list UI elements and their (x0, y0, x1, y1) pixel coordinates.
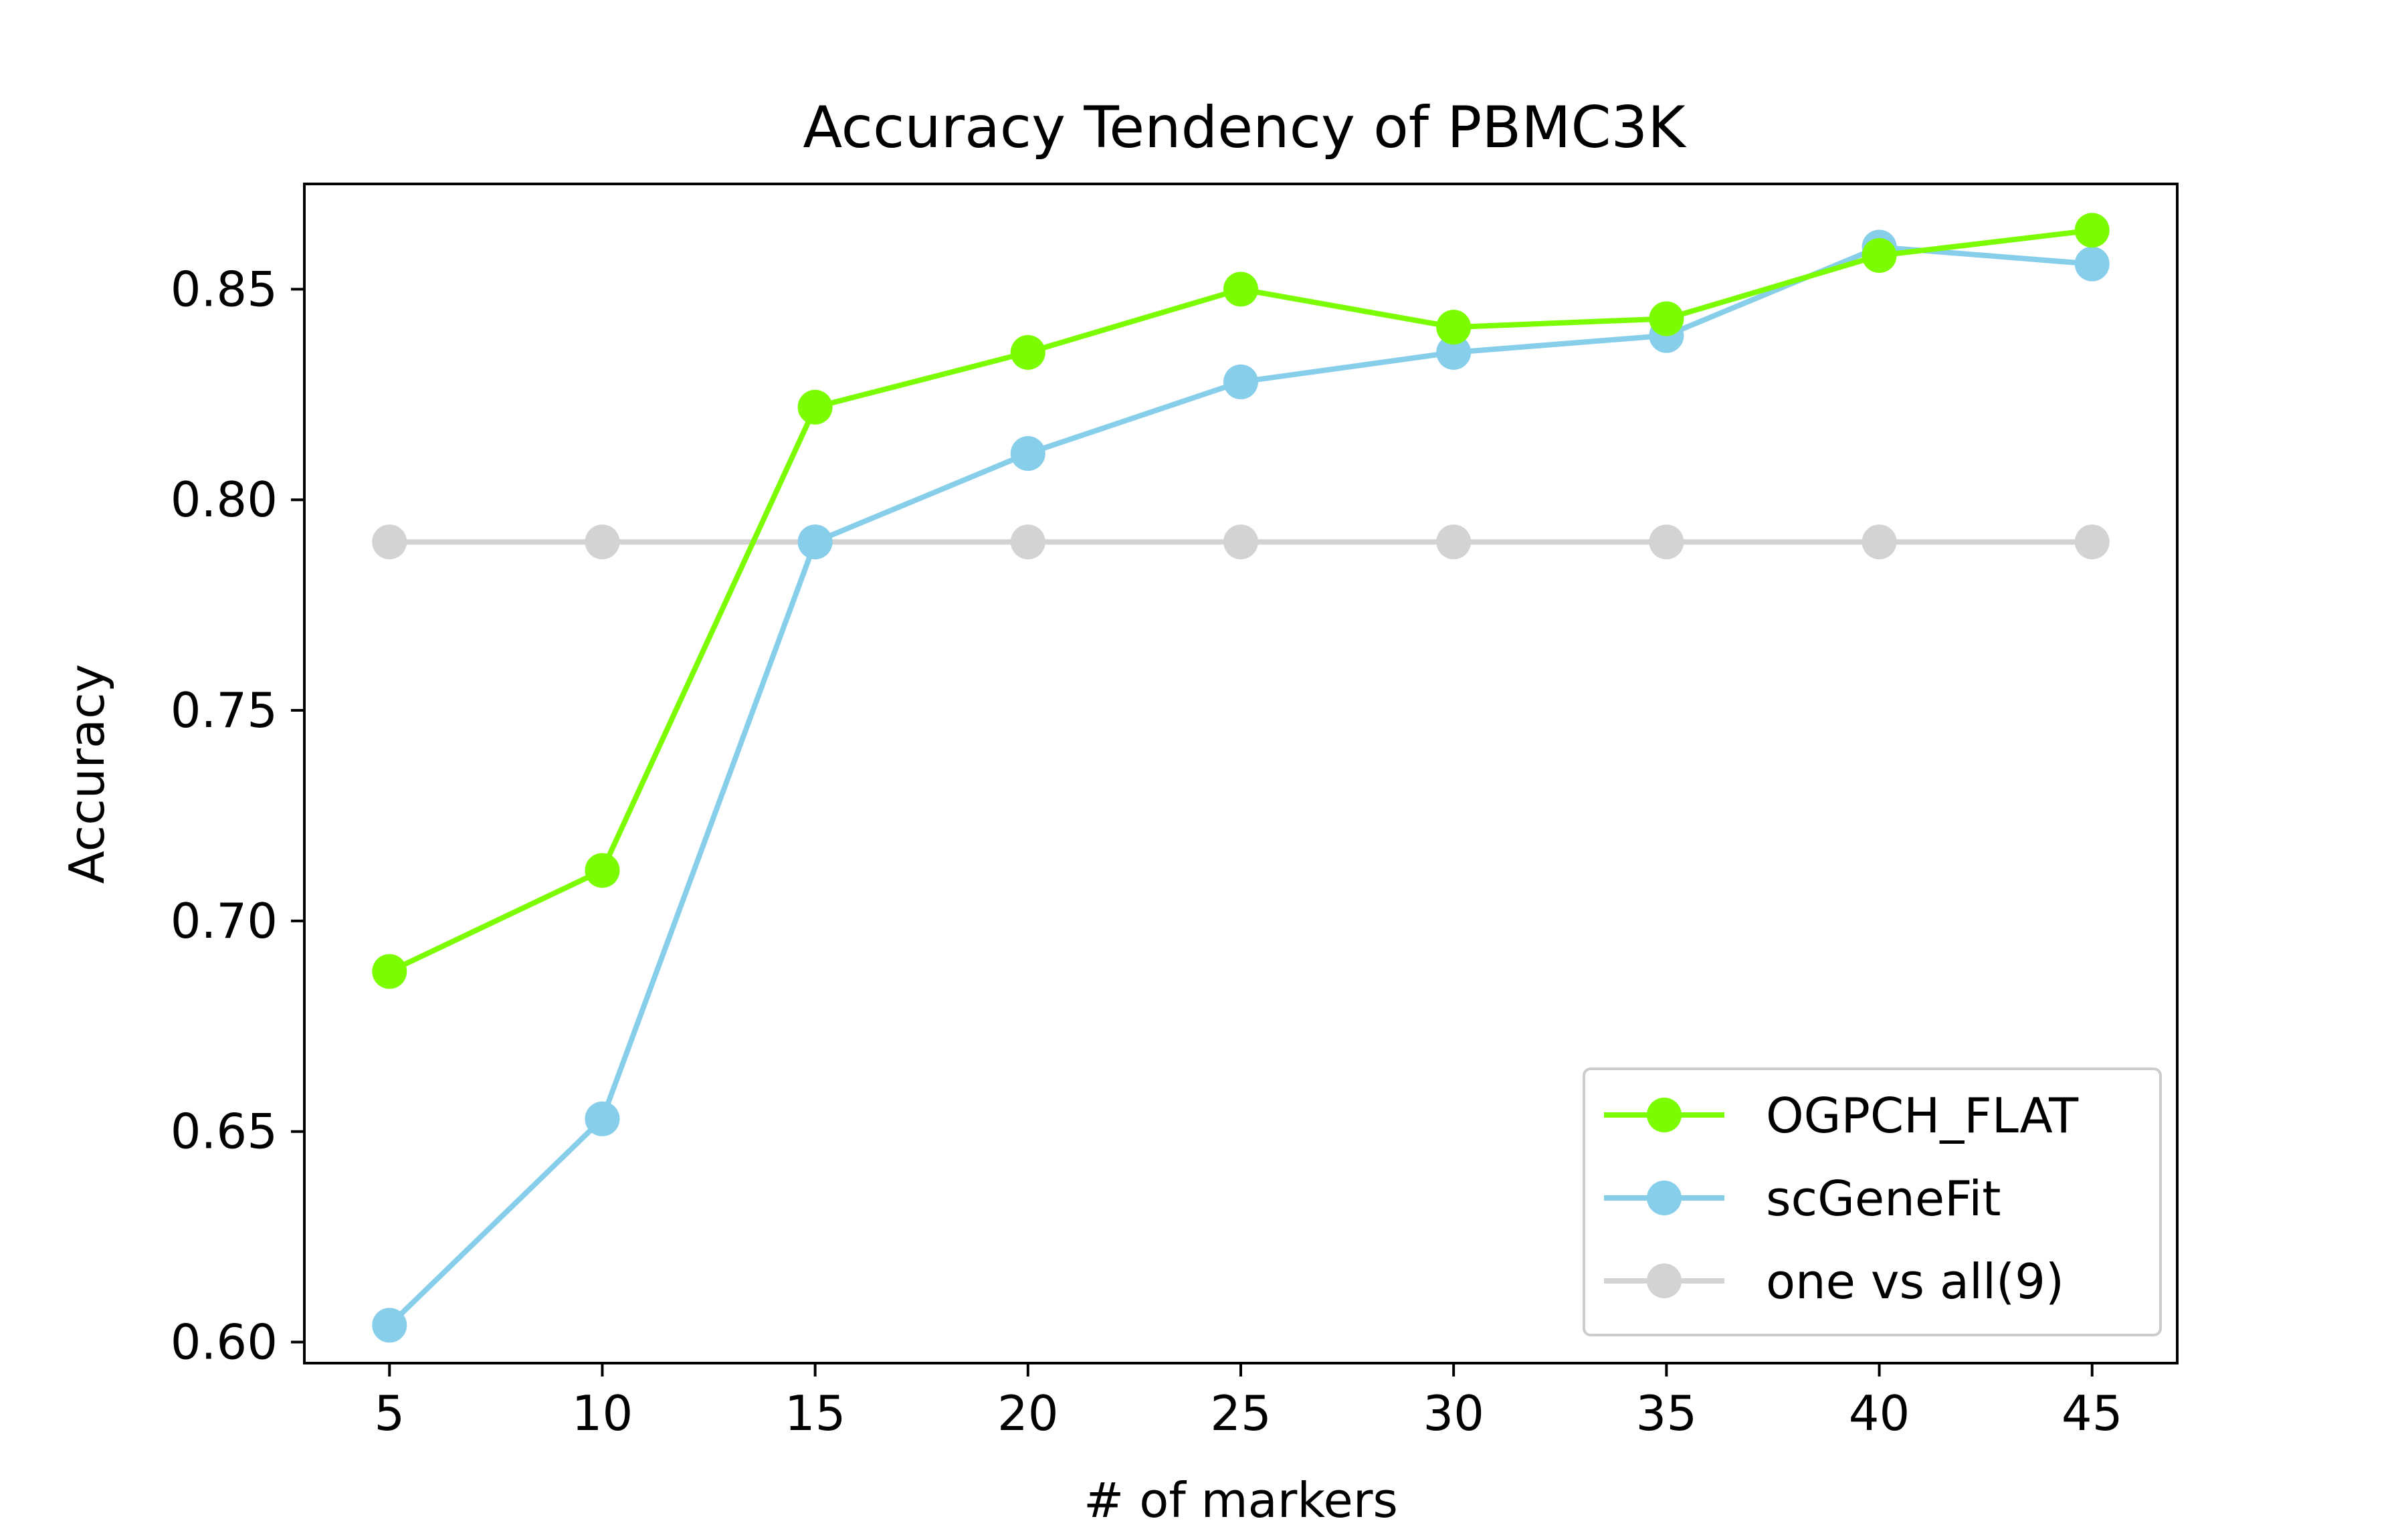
data-point-scgenefit (797, 524, 833, 560)
legend-marker (1647, 1181, 1682, 1215)
y-tick-label: 0.60 (171, 1314, 278, 1370)
legend-item-scgenefit: scGeneFit (1604, 1171, 2001, 1227)
legend-box (1583, 1068, 2162, 1336)
data-point-ogpch-flat (2074, 213, 2110, 248)
legend-item-one-vs-all-9: one vs all(9) (1604, 1253, 2064, 1310)
data-point-ogpch-flat (372, 954, 407, 989)
data-point-ogpch-flat (585, 853, 620, 888)
legend-label: one vs all(9) (1766, 1253, 2064, 1310)
y-axis: 0.60 0.65 0.70 0.75 0.80 0.85 (171, 261, 304, 1370)
data-point-ogpch-flat (1649, 301, 1684, 336)
legend-label: scGeneFit (1766, 1171, 2001, 1227)
data-point-scgenefit (2074, 246, 2110, 282)
data-point-one-vs-all-9 (1223, 524, 1258, 560)
legend-label: OGPCH_FLAT (1766, 1088, 2079, 1144)
y-tick-label: 0.70 (171, 893, 278, 949)
data-point-scgenefit (1010, 435, 1045, 471)
legend-marker (1647, 1263, 1682, 1298)
y-tick-label: 0.80 (171, 472, 278, 528)
y-tick-label: 0.65 (171, 1104, 278, 1160)
x-tick-label: 35 (1636, 1385, 1698, 1441)
y-axis-label: Accuracy (59, 664, 115, 884)
x-tick-label: 45 (2062, 1385, 2123, 1441)
data-point-ogpch-flat (1223, 272, 1258, 307)
x-tick-label: 10 (572, 1385, 633, 1441)
legend-item-ogpch-flat: OGPCH_FLAT (1604, 1088, 2079, 1144)
data-point-scgenefit (1436, 334, 1472, 370)
data-point-ogpch-flat (1436, 310, 1472, 345)
data-point-scgenefit (585, 1101, 620, 1136)
data-point-one-vs-all-9 (1436, 524, 1472, 560)
data-point-one-vs-all-9 (372, 524, 407, 560)
chart-title: Accuracy Tendency of PBMC3K (803, 94, 1687, 161)
plot-area (372, 213, 2110, 1343)
x-tick-label: 40 (1849, 1385, 1910, 1441)
x-axis: 5 10 15 20 25 30 35 40 45 (374, 1363, 2123, 1441)
x-tick-label: 25 (1210, 1385, 1272, 1441)
x-tick-label: 30 (1423, 1385, 1484, 1441)
y-tick-label: 0.85 (171, 261, 278, 317)
data-point-scgenefit (1223, 364, 1258, 399)
data-point-ogpch-flat (1010, 334, 1045, 370)
legend-marker (1647, 1098, 1682, 1132)
x-tick-label: 5 (374, 1385, 405, 1441)
x-axis-label: # of markers (1084, 1472, 1398, 1525)
data-point-one-vs-all-9 (1649, 524, 1684, 560)
y-tick-label: 0.75 (171, 682, 278, 738)
series-one-vs-all-9 (372, 524, 2110, 560)
data-point-one-vs-all-9 (1862, 524, 1897, 560)
x-tick-label: 15 (785, 1385, 846, 1441)
data-point-ogpch-flat (797, 389, 833, 425)
data-point-one-vs-all-9 (2074, 524, 2110, 560)
data-point-one-vs-all-9 (1010, 524, 1045, 560)
data-point-ogpch-flat (1862, 238, 1897, 274)
legend: OGPCH_FLAT scGeneFit one vs all(9) (1583, 1068, 2162, 1336)
data-point-scgenefit (372, 1308, 407, 1343)
x-tick-label: 20 (997, 1385, 1059, 1441)
data-point-one-vs-all-9 (585, 524, 620, 560)
series-ogpch-flat (372, 213, 2110, 989)
